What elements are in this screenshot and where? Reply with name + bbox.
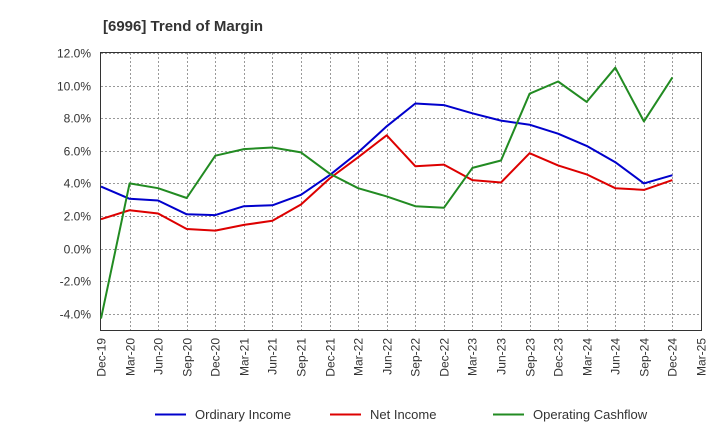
y-tick-label: -2.0% xyxy=(60,275,92,289)
series-lines xyxy=(100,66,674,319)
y-tick-label: 8.0% xyxy=(64,112,92,126)
x-tick-label: Jun-24 xyxy=(609,338,623,375)
x-tick-label: Jun-20 xyxy=(152,338,166,375)
x-tick-label: Sep-23 xyxy=(524,338,538,377)
x-tick-label: Mar-24 xyxy=(581,338,595,376)
x-tick-label: Dec-24 xyxy=(666,338,680,377)
y-axis: 12.0% 10.0% 8.0% 6.0% 4.0% 2.0% 0.0% -2.0% -4.0% xyxy=(57,47,91,322)
y-tick-label: 2.0% xyxy=(64,210,92,224)
x-tick-label: Jun-22 xyxy=(381,338,395,375)
x-tick-label: Mar-25 xyxy=(695,338,709,376)
legend-label: Ordinary Income xyxy=(195,407,291,422)
y-tick-label: 0.0% xyxy=(64,243,92,257)
chart-title: [6996] Trend of Margin xyxy=(103,18,263,35)
y-tick-label: 6.0% xyxy=(64,145,92,159)
x-tick-label: Sep-20 xyxy=(181,338,195,377)
legend: Ordinary Income Net Income Operating Cashf… xyxy=(155,407,648,422)
x-tick-label: Dec-23 xyxy=(552,338,566,377)
x-tick-label: Jun-21 xyxy=(266,338,280,375)
legend-label: Net Income xyxy=(370,407,436,422)
x-tick-label: Jun-23 xyxy=(495,338,509,375)
series-line-2 xyxy=(100,66,674,319)
x-tick-label: Dec-21 xyxy=(324,338,338,377)
x-tick-label: Mar-23 xyxy=(466,338,480,376)
x-tick-label: Dec-22 xyxy=(438,338,452,377)
series-line-1 xyxy=(100,134,673,232)
y-tick-label: 4.0% xyxy=(64,177,92,191)
legend-label: Operating Cashflow xyxy=(533,407,648,422)
y-tick-label: -4.0% xyxy=(60,308,92,322)
y-tick-label: 12.0% xyxy=(57,47,91,61)
y-tick-label: 10.0% xyxy=(57,80,91,94)
x-tick-label: Mar-22 xyxy=(352,338,366,376)
grid-lines xyxy=(101,53,701,330)
x-axis: Dec-19 Mar-20 Jun-20 Sep-20 Dec-20 Mar-21 Jun-… xyxy=(95,338,709,377)
series-line-0 xyxy=(100,102,673,217)
x-tick-label: Mar-21 xyxy=(238,338,252,376)
plot-frame xyxy=(100,52,702,331)
x-tick-label: Sep-22 xyxy=(409,338,423,377)
x-tick-label: Mar-20 xyxy=(124,338,138,376)
x-tick-label: Dec-19 xyxy=(95,338,109,377)
x-tick-label: Sep-21 xyxy=(295,338,309,377)
x-tick-label: Sep-24 xyxy=(638,338,652,377)
x-tick-label: Dec-20 xyxy=(209,338,223,377)
